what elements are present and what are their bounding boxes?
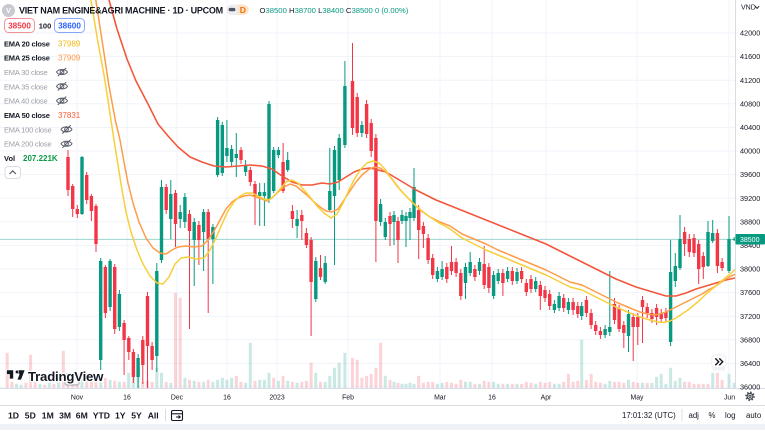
svg-text:36400: 36400 [740,359,760,368]
svg-text:37831: 37831 [58,111,81,120]
svg-text:36000: 36000 [740,383,760,392]
svg-text:EMA 20 close: EMA 20 close [4,39,50,48]
svg-text:38500: 38500 [740,237,760,244]
svg-text:100: 100 [39,22,52,31]
svg-text:40800: 40800 [740,99,760,108]
svg-text:D: D [240,5,246,15]
svg-text:38000: 38000 [740,265,760,274]
svg-text:37989: 37989 [58,39,81,48]
svg-text:Nov: Nov [71,395,84,402]
svg-text:auto: auto [746,411,762,420]
svg-text:V: V [6,8,11,15]
svg-text:2023: 2023 [269,395,284,402]
svg-text:40000: 40000 [740,147,760,156]
svg-text:38500: 38500 [8,22,31,31]
svg-text:37909: 37909 [58,54,81,63]
svg-text:%: % [709,411,716,420]
svg-text:1Y: 1Y [115,411,126,421]
svg-text:EMA 30 close: EMA 30 close [4,68,47,77]
svg-text:VND: VND [741,5,756,12]
svg-text:EMA 35 close: EMA 35 close [4,82,47,91]
svg-text:adj: adj [689,411,700,420]
svg-text:41600: 41600 [740,52,760,61]
svg-text:17:01:32 (UTC): 17:01:32 (UTC) [622,411,676,420]
svg-text:EMA 50 close: EMA 50 close [4,111,50,120]
svg-text:Mar: Mar [434,395,447,402]
svg-text:16: 16 [223,395,231,402]
svg-text:6M: 6M [76,411,88,421]
svg-text:EMA 40 close: EMA 40 close [4,97,47,106]
svg-text:38600: 38600 [58,22,81,31]
svg-text:40400: 40400 [740,123,760,132]
svg-text:log: log [725,411,735,420]
svg-text:Dec: Dec [171,395,184,402]
svg-text:YTD: YTD [93,411,110,421]
svg-text:1D: 1D [8,411,19,421]
svg-text:37600: 37600 [740,288,760,297]
svg-text:TradingView: TradingView [28,369,104,384]
svg-text:EMA 200 close: EMA 200 close [4,140,51,149]
svg-text:EMA 100 close: EMA 100 close [4,125,51,134]
svg-text:41200: 41200 [740,76,760,85]
svg-text:207.221K: 207.221K [23,154,58,163]
svg-text:16: 16 [123,395,131,402]
svg-text:All: All [148,411,159,421]
svg-text:Apr: Apr [541,395,552,402]
svg-text:39200: 39200 [740,194,760,203]
svg-text:Jun: Jun [724,395,735,402]
svg-text:36800: 36800 [740,335,760,344]
svg-text:16: 16 [488,395,496,402]
svg-text:3M: 3M [59,411,71,421]
svg-text:42000: 42000 [740,29,760,38]
svg-text:May: May [630,395,644,402]
svg-text:EMA 25 close: EMA 25 close [4,54,50,63]
svg-text:Vol: Vol [4,154,15,163]
svg-text:VIET NAM ENGINE&AGRI MACHINE ·: VIET NAM ENGINE&AGRI MACHINE · 1D · UPCO… [19,6,223,16]
svg-text:39600: 39600 [740,170,760,179]
svg-text:5D: 5D [25,411,36,421]
svg-text:37200: 37200 [740,312,760,321]
svg-text:5Y: 5Y [131,411,142,421]
svg-text:1M: 1M [42,411,54,421]
svg-text:O38500 H38700 L38400 C38500 0: O38500 H38700 L38400 C38500 0 (0.00%) [260,6,409,15]
svg-text:Feb: Feb [342,395,354,402]
svg-text:38800: 38800 [740,217,760,226]
